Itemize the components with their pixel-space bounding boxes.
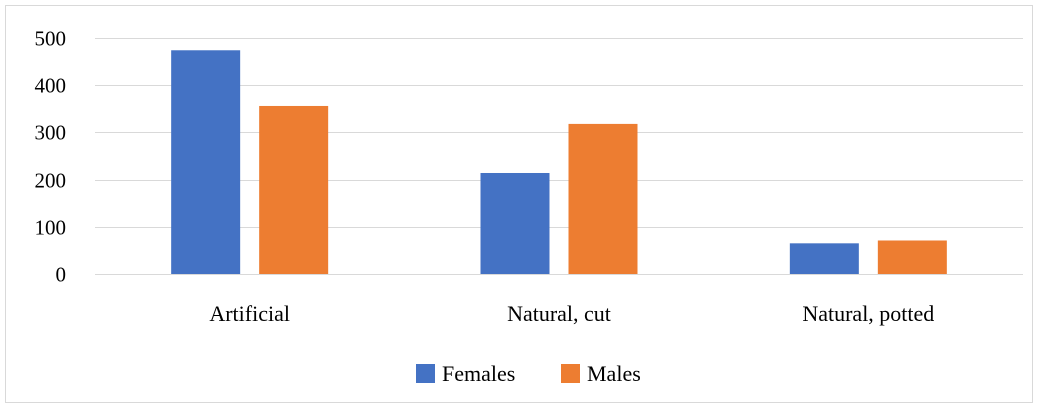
bar-males-2: [568, 123, 638, 275]
legend-label-females: Females: [442, 361, 515, 386]
y-axis-tick-labels: 0 100 200 300 400 500: [35, 27, 67, 287]
legend: Females Males: [416, 361, 641, 386]
bar-males-3: [877, 240, 947, 274]
y-tick-label: 0: [56, 263, 67, 287]
bar-females-2: [480, 172, 550, 274]
y-tick-label: 300: [35, 121, 67, 145]
y-tick-label: 500: [35, 27, 67, 51]
legend-swatch-females: [416, 364, 435, 383]
y-tick-label: 400: [35, 74, 67, 98]
bar-females-3: [789, 243, 859, 274]
x-category-label: Artificial: [209, 301, 290, 326]
legend-swatch-males: [561, 364, 580, 383]
gridlines: [95, 38, 1023, 275]
bar-males-1: [259, 105, 329, 274]
y-tick-label: 100: [35, 216, 67, 240]
y-tick-label: 200: [35, 169, 67, 193]
legend-label-males: Males: [587, 361, 641, 386]
x-category-label: Natural, potted: [802, 301, 934, 326]
bar-females-1: [171, 50, 241, 274]
x-axis-category-labels: Artificial Natural, cut Natural, potted: [209, 301, 934, 326]
x-category-label: Natural, cut: [507, 301, 611, 326]
bars: [171, 50, 947, 275]
